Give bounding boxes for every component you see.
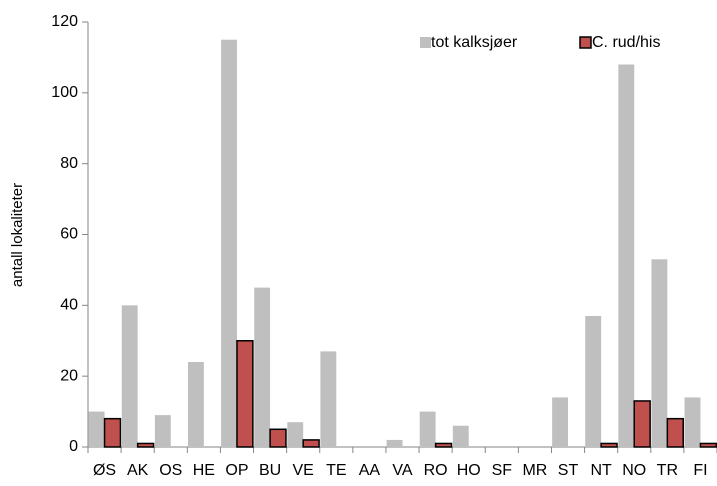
bar: [320, 351, 337, 447]
bar: [684, 397, 701, 447]
y-tick-label: 120: [51, 13, 78, 30]
bar: [552, 397, 569, 447]
bar: [600, 442, 618, 448]
y-tick-label: 20: [60, 367, 78, 384]
bar: [88, 411, 105, 447]
x-tick-label: FI: [693, 462, 707, 479]
x-tick-label: VA: [392, 462, 412, 479]
bar: [386, 439, 403, 447]
bar: [254, 287, 271, 447]
bar: [618, 64, 635, 447]
x-tick-label: BU: [259, 462, 281, 479]
bar: [452, 425, 469, 447]
x-tick-label: NT: [590, 462, 612, 479]
bar: [434, 442, 453, 448]
bar: [287, 422, 304, 447]
x-tick-label: AA: [359, 462, 381, 479]
y-tick-label: 100: [51, 84, 78, 101]
x-tick-label: TE: [326, 462, 346, 479]
bar: [651, 259, 668, 447]
x-tick-label: HE: [193, 462, 215, 479]
x-tick-label: TR: [657, 462, 678, 479]
bar: [633, 400, 651, 448]
bar: [302, 439, 320, 448]
x-tick-label: OP: [225, 462, 248, 479]
bar: [699, 442, 717, 448]
bar: [136, 442, 155, 448]
bar: [666, 417, 684, 448]
x-tick-label: SF: [492, 462, 513, 479]
bar: [419, 411, 436, 447]
legend-label: tot kalksjøer: [431, 34, 518, 51]
bar: [187, 362, 204, 447]
x-tick-label: MR: [522, 462, 547, 479]
bar: [103, 417, 122, 448]
x-tick-label: NO: [622, 462, 646, 479]
y-tick-label: 60: [60, 226, 78, 243]
y-tick-label: 40: [60, 297, 78, 314]
legend-label: C. rud/his: [592, 34, 660, 51]
bar: [269, 428, 287, 448]
bar: [121, 305, 138, 447]
x-tick-label: ST: [558, 462, 579, 479]
x-tick-label: HO: [457, 462, 481, 479]
x-tick-label: ØS: [93, 462, 116, 479]
bar: [585, 315, 602, 447]
bar: [236, 340, 254, 448]
x-tick-label: AK: [127, 462, 149, 479]
x-tick-label: VE: [293, 462, 314, 479]
y-tick-label: 0: [69, 438, 78, 455]
y-tick-label: 80: [60, 155, 78, 172]
x-tick-label: RO: [424, 462, 448, 479]
x-tick-label: OS: [159, 462, 182, 479]
legend-swatch: [579, 36, 592, 49]
y-axis-label: antall lokaliteter: [9, 183, 26, 287]
bar: [154, 415, 171, 447]
legend-swatch: [420, 37, 431, 48]
bar: [221, 39, 237, 447]
